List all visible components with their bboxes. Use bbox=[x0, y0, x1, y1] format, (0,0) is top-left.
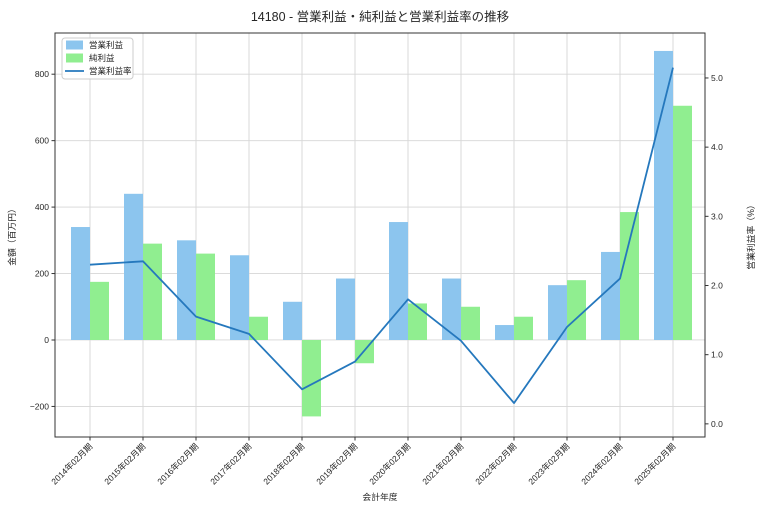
chart-title: 14180 - 営業利益・純利益と営業利益率の推移 bbox=[251, 9, 509, 24]
legend-label-net-profit: 純利益 bbox=[89, 53, 115, 63]
bar-operating-profit bbox=[389, 222, 408, 340]
y-tick-label-left: 400 bbox=[35, 202, 49, 212]
bar-operating-profit bbox=[177, 240, 196, 340]
bar-operating-profit bbox=[230, 255, 249, 340]
plot-frame bbox=[54, 32, 706, 438]
y-tick-label-right: 5.0 bbox=[711, 73, 723, 83]
bar-operating-profit bbox=[283, 301, 302, 340]
y-tick-label-right: 0.0 bbox=[711, 419, 723, 429]
y-tick-label-left: 800 bbox=[35, 69, 49, 79]
legend-swatch-operating-profit bbox=[66, 40, 83, 50]
bar-operating-profit bbox=[548, 285, 567, 340]
x-axis-label: 会計年度 bbox=[362, 491, 397, 502]
bar-operating-profit bbox=[495, 325, 514, 340]
operating-margin-line bbox=[89, 67, 674, 405]
bar-net-profit bbox=[302, 339, 321, 417]
bar-operating-profit bbox=[124, 193, 143, 340]
bar-net-profit bbox=[514, 316, 533, 340]
bar-operating-profit bbox=[654, 50, 673, 340]
bar-net-profit bbox=[408, 303, 427, 340]
legend-label-operating-profit: 営業利益 bbox=[89, 40, 124, 50]
y-tick-label-left: −200 bbox=[30, 401, 49, 411]
bar-operating-profit bbox=[601, 251, 620, 340]
bar-series bbox=[71, 50, 692, 417]
y-tick-label-right: 4.0 bbox=[711, 142, 723, 152]
bar-net-profit bbox=[196, 253, 215, 340]
bar-net-profit bbox=[143, 243, 162, 340]
legend-label-operating-margin: 営業利益率 bbox=[89, 66, 132, 76]
y-tick-label-right: 1.0 bbox=[711, 350, 723, 360]
bar-net-profit bbox=[461, 306, 480, 340]
bar-net-profit bbox=[673, 105, 692, 340]
bar-net-profit bbox=[249, 316, 268, 340]
y-tick-label-right: 2.0 bbox=[711, 281, 723, 291]
y-axis-label-left: 金額（百万円） bbox=[6, 204, 17, 266]
line-series bbox=[89, 67, 674, 405]
bar-operating-profit bbox=[336, 278, 355, 340]
y-tick-label-right: 3.0 bbox=[711, 211, 723, 221]
bar-net-profit bbox=[567, 280, 586, 340]
bar-net-profit bbox=[620, 212, 639, 340]
y-tick-label-left: 600 bbox=[35, 136, 49, 146]
y-tick-label-left: 0 bbox=[44, 335, 49, 345]
bar-operating-profit bbox=[442, 278, 461, 340]
bar-operating-profit bbox=[71, 227, 90, 340]
y-tick-label-left: 200 bbox=[35, 269, 49, 279]
legend-swatch-net-profit bbox=[66, 53, 83, 63]
y-axis-label-right: 営業利益率（%） bbox=[745, 200, 756, 269]
bar-net-profit bbox=[90, 281, 109, 340]
